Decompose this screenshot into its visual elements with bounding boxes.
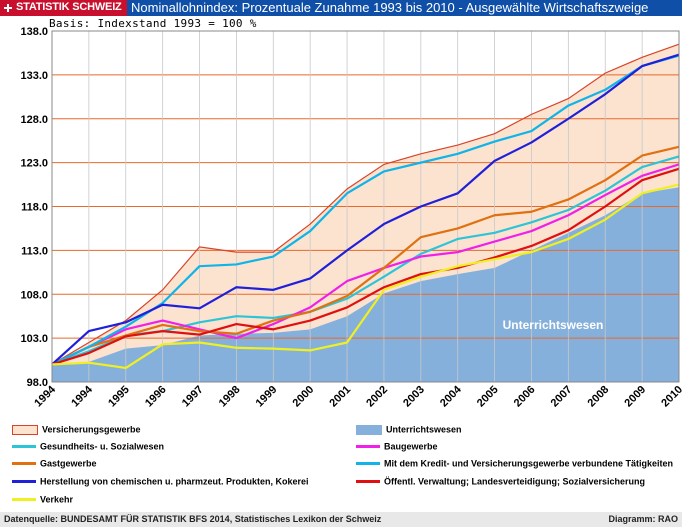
legend-label: Unterrichtswesen [386, 424, 462, 435]
series-line [51, 183, 680, 370]
basis-note: Basis: Indexstand 1993 = 100 % [49, 17, 257, 30]
legend-label: Gesundheits- u. Sozialwesen [40, 441, 165, 452]
legend-label: Verkehr [40, 494, 74, 505]
legend-label: Öffentl. Verwaltung; Landesverteidigung;… [384, 476, 646, 487]
y-tick-label: 133.0 [20, 70, 48, 82]
diagram-credit: Diagramm: RAO [608, 514, 678, 524]
brand-badge: STATISTIK SCHWEIZ [0, 0, 127, 16]
legend-label: Gastgewerbe [40, 458, 97, 469]
legend-swatch [356, 462, 380, 466]
x-tick-label: 2008 [586, 384, 612, 410]
legend-swatch [12, 480, 36, 484]
series-line [51, 167, 680, 366]
series-line [51, 145, 680, 366]
legend-item: Verkehr [12, 494, 73, 510]
x-tick-label: 1996 [143, 384, 169, 410]
x-tick-label: 2006 [512, 384, 538, 410]
y-tick-label: 118.0 [21, 202, 48, 214]
y-tick-label: 108.0 [20, 289, 48, 301]
legend-swatch [12, 424, 38, 435]
x-tick-label: 2004 [438, 383, 464, 409]
legend-item: Unterrichtswesen [356, 424, 462, 440]
y-tick-label: 128.0 [20, 114, 48, 126]
x-tick-label: 2009 [622, 384, 648, 410]
legend-item: Mit dem Kredit- und Versicherungsgewerbe… [356, 458, 673, 474]
area-annotation: Unterrichtswesen [503, 318, 604, 332]
series-area-fill [52, 187, 679, 382]
y-tick-label: 138.0 [20, 26, 48, 38]
legend-item: Baugewerbe [356, 441, 438, 457]
legend-swatch [12, 498, 36, 502]
legend-item: Versicherungsgewerbe [12, 424, 141, 440]
legend-label: Versicherungsgewerbe [42, 424, 141, 435]
x-tick-label: 1997 [180, 384, 206, 410]
x-tick-label: 1995 [106, 384, 132, 410]
chart-title: Nominallohnindex: Prozentuale Zunahme 19… [131, 0, 649, 15]
legend: Versicherungsgewerbe Unterrichtswesen Gesu… [12, 424, 680, 514]
swiss-cross-icon [4, 4, 12, 12]
legend-item: Öffentl. Verwaltung; Landesverteidigung;… [356, 476, 645, 492]
plot-border [51, 30, 680, 383]
series-line [51, 43, 680, 365]
x-tick-label: 1994 [69, 383, 95, 409]
x-tick-label: 2001 [327, 384, 353, 410]
series-line [51, 163, 680, 366]
legend-label: Herstellung von chemischen u. pharmzeut.… [40, 476, 309, 487]
legend-swatch [356, 445, 380, 449]
x-tick-label: 1999 [254, 384, 280, 410]
data-source: Datenquelle: BUNDESAMT FÜR STATISTIK BFS… [4, 514, 382, 524]
x-tick-label: 2002 [364, 384, 390, 410]
legend-label: Baugewerbe [384, 441, 438, 452]
legend-item: Gesundheits- u. Sozialwesen [12, 441, 164, 457]
x-tick-label: 2005 [475, 384, 501, 410]
legend-item: Gastgewerbe [12, 458, 97, 474]
brand-label: STATISTIK SCHWEIZ [16, 1, 122, 13]
legend-label: Mit dem Kredit- und Versicherungsgewerbe… [384, 458, 674, 469]
x-tick-label: 2010 [659, 384, 682, 410]
legend-swatch [12, 462, 36, 466]
y-tick-label: 123.0 [20, 158, 48, 170]
y-tick-label: 113.0 [21, 245, 48, 257]
y-tick-label: 103.0 [20, 333, 48, 345]
x-tick-label: 2003 [401, 384, 427, 410]
series-line [51, 53, 680, 366]
legend-swatch [356, 480, 380, 484]
y-tick-label: 98.0 [27, 377, 48, 389]
x-tick-label: 2007 [549, 384, 575, 410]
footer-bar: Datenquelle: BUNDESAMT FÜR STATISTIK BFS… [0, 512, 682, 527]
x-tick-label: 1998 [217, 384, 243, 410]
title-bar: STATISTIK SCHWEIZ Nominallohnindex: Proz… [0, 0, 682, 16]
legend-swatch [12, 445, 36, 449]
x-tick-label: 2000 [290, 384, 316, 410]
legend-item: Herstellung von chemischen u. pharmzeut.… [12, 476, 309, 492]
legend-swatch [356, 424, 382, 435]
